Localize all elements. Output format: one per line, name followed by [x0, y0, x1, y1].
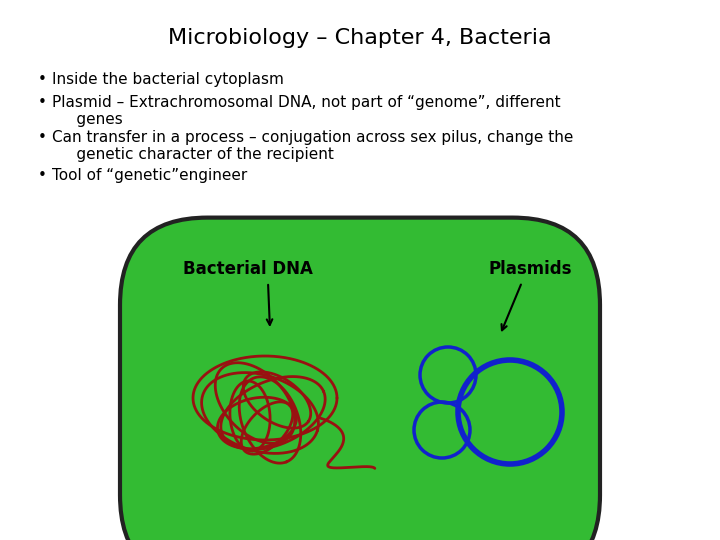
Text: Can transfer in a process – conjugation across sex pilus, change the
     geneti: Can transfer in a process – conjugation …	[52, 130, 573, 163]
Text: •: •	[38, 95, 47, 110]
Text: Plasmid – Extrachromosomal DNA, not part of “genome”, different
     genes: Plasmid – Extrachromosomal DNA, not part…	[52, 95, 561, 127]
Text: Bacterial DNA: Bacterial DNA	[183, 260, 313, 278]
Text: •: •	[38, 168, 47, 183]
Text: Microbiology – Chapter 4, Bacteria: Microbiology – Chapter 4, Bacteria	[168, 28, 552, 48]
Text: Inside the bacterial cytoplasm: Inside the bacterial cytoplasm	[52, 72, 284, 87]
Text: Tool of “genetic”engineer: Tool of “genetic”engineer	[52, 168, 247, 183]
Text: Plasmids: Plasmids	[488, 260, 572, 278]
FancyBboxPatch shape	[120, 218, 600, 540]
Text: •: •	[38, 72, 47, 87]
Text: •: •	[38, 130, 47, 145]
